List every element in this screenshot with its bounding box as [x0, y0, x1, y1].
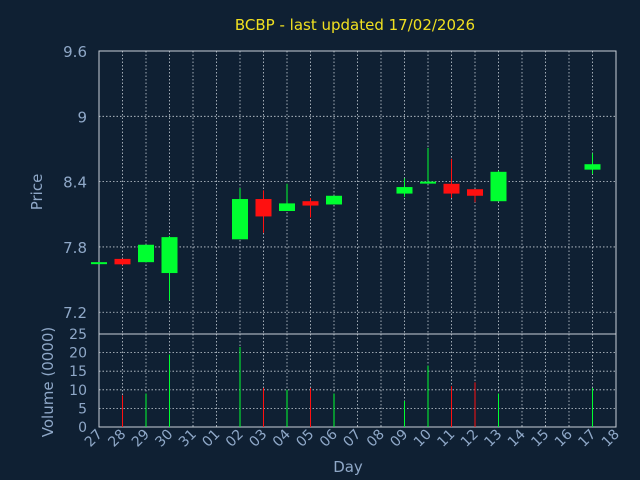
- candle-body: [420, 181, 436, 184]
- x-tick-label: 29: [129, 427, 153, 451]
- volume-tick-label: 10: [69, 383, 87, 399]
- price-panel: 9.6 9 8.4 7.8 7.2: [63, 43, 617, 335]
- price-tick-label: 8.4: [63, 174, 87, 192]
- x-tick-label: 16: [552, 426, 576, 450]
- x-tick-label: 08: [364, 427, 388, 451]
- x-tick-label: 06: [317, 426, 341, 450]
- volume-tick-label: 15: [69, 364, 87, 380]
- x-tick-label: 02: [223, 427, 247, 451]
- x-tick-label: 01: [199, 427, 223, 451]
- volume-tick-label: 0: [78, 420, 87, 436]
- candle-body: [138, 244, 154, 263]
- x-tick-label: 07: [340, 427, 364, 451]
- candle-body: [490, 171, 507, 202]
- x-tick-label: 09: [387, 427, 411, 451]
- candle-body: [114, 258, 131, 265]
- x-tick-label: 11: [434, 427, 458, 451]
- candle-body: [302, 201, 319, 206]
- price-axis-label: Price: [28, 174, 46, 211]
- price-tick-label: 7.8: [63, 239, 87, 257]
- x-tick-label: 17: [575, 427, 599, 451]
- volume-axis-label: Volume (0000): [39, 327, 57, 437]
- candle-body: [396, 187, 413, 194]
- candle-body: [91, 262, 107, 265]
- x-tick-label: 15: [528, 427, 552, 451]
- candle-body: [443, 183, 460, 194]
- x-tick-label: 31: [176, 427, 200, 451]
- x-tick-label: 13: [481, 427, 505, 451]
- x-tick-label: 14: [505, 426, 529, 450]
- x-axis-label: Day: [333, 458, 363, 476]
- candle-body: [161, 237, 178, 274]
- volume-tick-label: 5: [78, 401, 87, 417]
- x-tick-label: 12: [458, 427, 482, 451]
- price-tick-label: 9.6: [63, 43, 87, 61]
- price-tick-label: 7.2: [63, 304, 87, 322]
- candle-body: [584, 164, 601, 170]
- volume-panel: 25 20 15 10 5 0: [69, 327, 617, 436]
- x-axis: 27 28 29 30 31 01 02 03 04 05 06 07 08 09 10 11 12 13 14 15…: [82, 426, 623, 450]
- x-tick-label: 03: [246, 427, 270, 451]
- candle-body: [326, 195, 342, 205]
- x-tick-label: 05: [293, 427, 317, 451]
- volume-tick-label: 25: [69, 327, 87, 343]
- volume-tick-label: 20: [69, 346, 87, 362]
- price-tick-label: 9: [77, 108, 87, 126]
- x-tick-label: 18: [599, 427, 623, 451]
- candle-body: [255, 199, 272, 217]
- candle-body: [279, 203, 295, 212]
- candle-body: [467, 189, 483, 196]
- x-tick-label: 30: [152, 427, 176, 451]
- x-tick-label: 10: [411, 427, 435, 451]
- x-tick-label: 28: [105, 427, 129, 451]
- chart-title: BCBP - last updated 17/02/2026: [235, 16, 475, 34]
- x-tick-label: 04: [270, 426, 294, 450]
- candle-body: [232, 199, 248, 240]
